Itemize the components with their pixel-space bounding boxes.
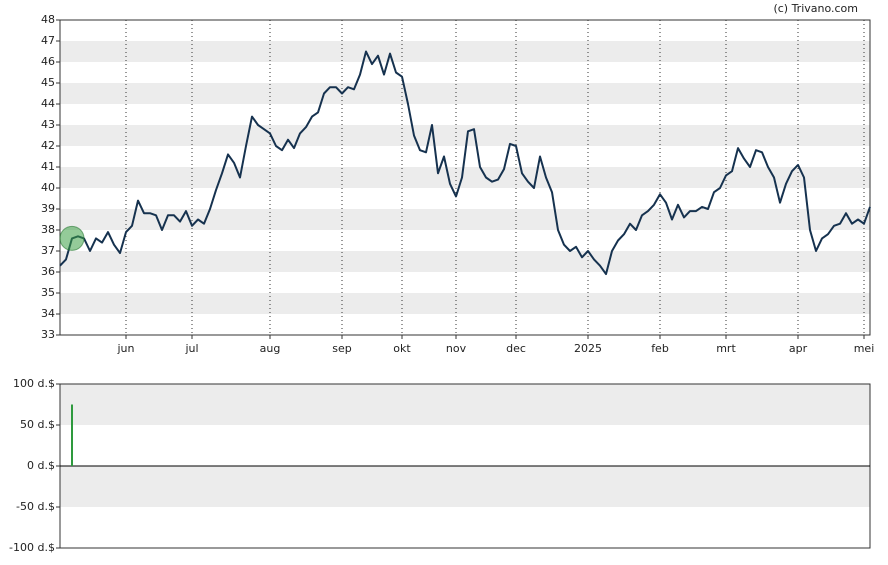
x-tick-label: nov <box>446 342 467 355</box>
y-tick-label: 36 <box>41 265 55 278</box>
band <box>60 466 870 507</box>
y-tick-label: 38 <box>41 223 55 236</box>
band <box>60 293 870 314</box>
band <box>60 167 870 188</box>
band <box>60 384 870 425</box>
y-tick-label: 34 <box>41 307 55 320</box>
y-tick-label: 100 d.$ <box>13 377 55 390</box>
x-tick-label: sep <box>332 342 351 355</box>
x-tick-label: 2025 <box>574 342 602 355</box>
x-tick-label: jun <box>117 342 135 355</box>
x-tick-label: mei <box>854 342 875 355</box>
credit: (c) Trivano.com <box>773 2 858 15</box>
bar <box>71 404 73 466</box>
y-tick-label: 41 <box>41 160 55 173</box>
y-tick-label: 50 d.$ <box>20 418 55 431</box>
y-tick-label: 39 <box>41 202 55 215</box>
x-tick-label: aug <box>260 342 281 355</box>
x-tick-label: apr <box>789 342 808 355</box>
y-tick-label: 48 <box>41 13 55 26</box>
y-tick-label: 0 d.$ <box>27 459 55 472</box>
y-tick-label: 40 <box>41 181 55 194</box>
band <box>60 83 870 104</box>
y-tick-label: -50 d.$ <box>16 500 55 513</box>
x-tick-label: feb <box>651 342 669 355</box>
x-tick-label: dec <box>506 342 526 355</box>
x-tick-label: jul <box>184 342 198 355</box>
band <box>60 125 870 146</box>
plot-frame <box>59 19 871 336</box>
y-tick-label: 37 <box>41 244 55 257</box>
y-tick-label: -100 d.$ <box>9 541 55 554</box>
y-tick-label: 42 <box>41 139 55 152</box>
y-tick-label: 33 <box>41 328 55 341</box>
x-tick-label: mrt <box>716 342 736 355</box>
band <box>60 41 870 62</box>
x-tick-label: okt <box>393 342 411 355</box>
y-tick-label: 47 <box>41 34 55 47</box>
y-tick-label: 35 <box>41 286 55 299</box>
y-tick-label: 45 <box>41 76 55 89</box>
y-tick-label: 44 <box>41 97 55 110</box>
signal-marker <box>59 225 85 251</box>
price-line <box>59 50 871 276</box>
y-tick-label: 43 <box>41 118 55 131</box>
band <box>60 251 870 272</box>
y-tick-label: 46 <box>41 55 55 68</box>
band <box>60 209 870 230</box>
